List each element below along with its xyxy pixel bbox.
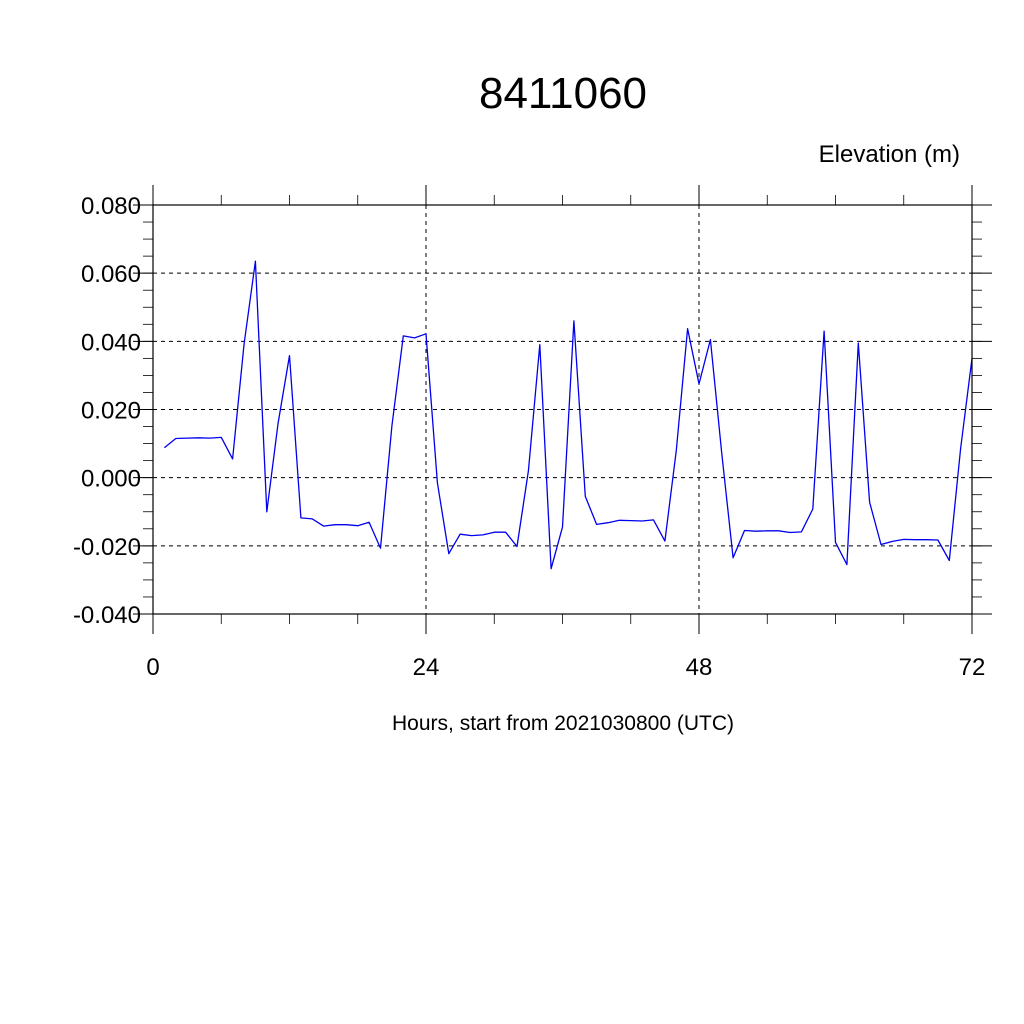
- y-tick-label: 0.060: [81, 261, 141, 288]
- y-tick-label: 0.000: [81, 466, 141, 493]
- plot-frame: [152, 204, 973, 615]
- series-line: [163, 260, 973, 570]
- y-tick-label: 0.040: [81, 329, 141, 356]
- axis-ticks: [133, 185, 992, 634]
- y-tick-label: -0.020: [73, 534, 141, 561]
- y-tick-label: 0.080: [81, 193, 141, 220]
- series-layer: [163, 260, 973, 570]
- y-tick-label: -0.040: [73, 602, 141, 629]
- tick-labels: -0.040 -0.020 0.000 0.020 0.040 0.060 0.080 0 24…: [73, 193, 985, 681]
- chart-title: 8411060: [479, 69, 647, 118]
- x-axis-label: Hours, start from 2021030800 (UTC): [392, 712, 734, 735]
- x-tick-label: 24: [413, 654, 440, 681]
- y-axis-label: Elevation (m): [819, 141, 960, 168]
- y-tick-label: 0.020: [81, 398, 141, 425]
- x-tick-label: 72: [959, 654, 986, 681]
- x-tick-label: 0: [146, 654, 159, 681]
- x-tick-label: 48: [686, 654, 713, 681]
